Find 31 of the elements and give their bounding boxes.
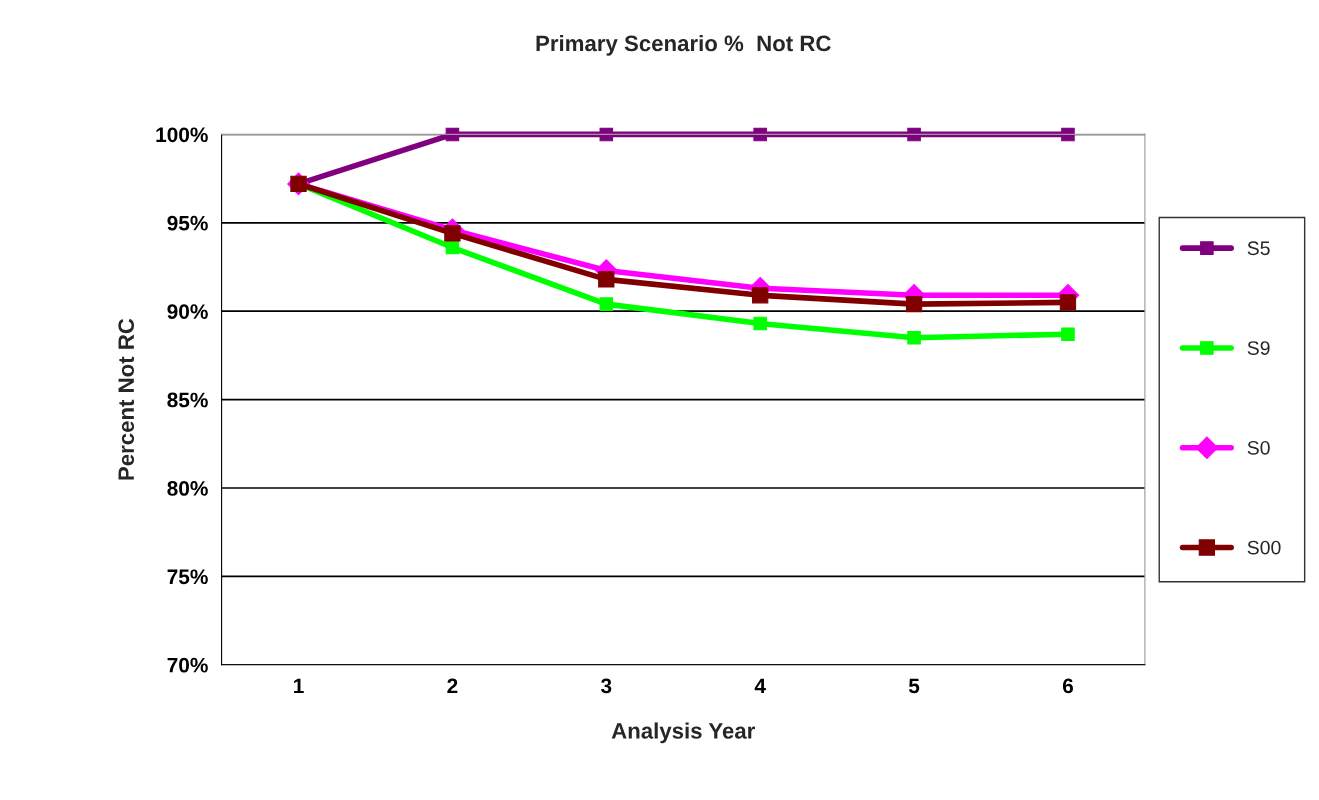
point: [905, 295, 923, 313]
legend-label: S9: [1247, 341, 1270, 355]
x-tick-label: 2: [447, 678, 458, 694]
y-tick-label: 75%: [167, 569, 208, 585]
point: [907, 330, 921, 345]
chart-title: Primary Scenario % Not RC: [536, 34, 831, 56]
point: [752, 287, 769, 304]
legend-label: S5: [1247, 241, 1270, 256]
y-tick-label: 90%: [167, 304, 208, 319]
legend-label: S00: [1247, 540, 1281, 555]
point: [1059, 294, 1077, 311]
y-tick-label: 80%: [167, 481, 208, 496]
y-tick-label: 85%: [167, 392, 208, 408]
point: [598, 271, 615, 288]
point: [1061, 327, 1075, 341]
point: [753, 316, 767, 331]
x-axis-title: Analysis Year: [611, 722, 755, 744]
x-tick-label: 6: [1062, 678, 1073, 694]
y-tick-label: 100%: [156, 127, 208, 143]
x-tick-label: 3: [600, 678, 612, 694]
legend-label: S0: [1247, 440, 1270, 455]
y-tick-label: 70%: [167, 657, 208, 673]
point: [1061, 127, 1075, 142]
x-tick-label: 5: [908, 678, 920, 694]
x-tick-label: 1: [294, 678, 304, 694]
y-axis-title: Percent Not RC: [118, 318, 135, 480]
point: [599, 297, 614, 311]
point: [753, 127, 767, 142]
point: [907, 127, 921, 142]
y-tick-label: 95%: [167, 215, 208, 231]
x-tick-label: 4: [754, 678, 766, 694]
